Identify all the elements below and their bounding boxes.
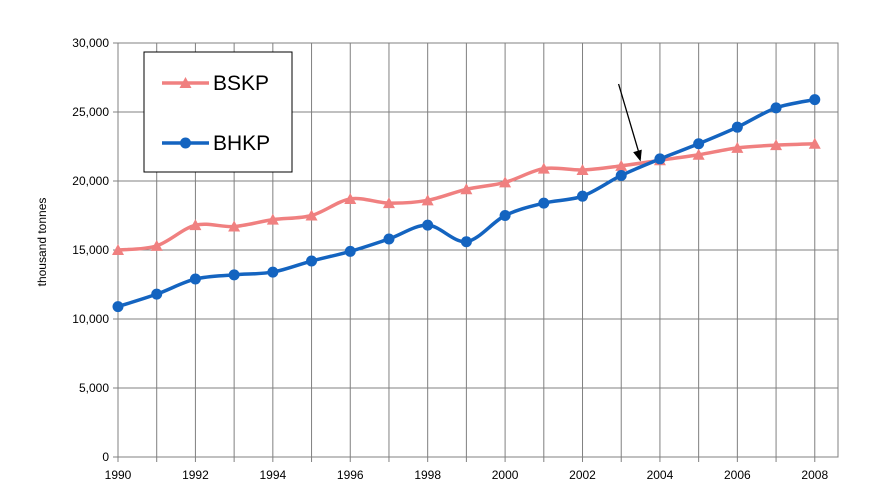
data-point-bhkp <box>189 273 201 285</box>
x-tick-label: 2008 <box>801 468 828 482</box>
axes: 0 5,000 10,000 15,000 20,000 25,000 30,000 1990… <box>72 36 828 482</box>
annotation-arrow-line <box>617 83 642 159</box>
x-tick-label: 1994 <box>259 468 286 482</box>
data-point-bskp <box>770 139 783 151</box>
annotation <box>617 83 642 162</box>
x-tick-label: 2000 <box>492 468 519 482</box>
x-tick-label: 2004 <box>647 468 674 482</box>
data-point-bskp <box>731 141 744 153</box>
y-tick-label: 25,000 <box>72 105 109 119</box>
series-layer <box>112 94 821 313</box>
legend-label: BHKP <box>213 132 270 155</box>
data-point-bskp <box>228 220 241 232</box>
data-point-bhkp <box>151 288 163 300</box>
x-tick-label: 1996 <box>337 468 364 482</box>
data-point-bskp <box>382 197 395 209</box>
data-point-bskp <box>460 183 473 195</box>
data-point-bskp <box>692 148 705 160</box>
data-point-bskp <box>615 159 628 171</box>
legend-marker-circle <box>180 137 191 149</box>
data-point-bhkp <box>577 190 589 202</box>
data-point-bhkp <box>460 236 472 248</box>
series-bskp <box>112 137 821 255</box>
x-tick-label: 1992 <box>182 468 209 482</box>
x-tick-label: 1990 <box>105 468 132 482</box>
data-point-bskp <box>305 209 318 221</box>
annotation-arrow-head <box>633 149 642 162</box>
data-point-bhkp <box>112 301 124 313</box>
legend-marker-triangle <box>179 77 192 88</box>
data-point-bskp <box>189 219 202 231</box>
data-point-bskp <box>808 137 821 149</box>
y-tick-label: 15,000 <box>72 243 109 257</box>
y-axis-title: thousand tonnes <box>35 198 49 287</box>
data-point-bhkp <box>422 219 434 231</box>
y-tick-label: 20,000 <box>72 174 109 188</box>
x-tick-label: 2002 <box>569 468 596 482</box>
data-point-bhkp <box>809 94 821 106</box>
legend-box <box>143 51 293 173</box>
data-point-bhkp <box>383 233 395 245</box>
data-point-bhkp <box>654 153 666 165</box>
data-point-bhkp <box>731 121 743 133</box>
data-point-bhkp <box>306 255 318 267</box>
data-point-bskp <box>150 239 163 251</box>
data-point-bskp <box>421 194 434 206</box>
legend-label: BSKP <box>213 72 269 95</box>
data-point-bhkp <box>499 210 511 221</box>
data-point-bhkp <box>228 269 240 281</box>
x-tick-label: 2006 <box>724 468 751 482</box>
data-point-bskp <box>537 162 550 174</box>
data-point-bhkp <box>770 102 782 114</box>
y-tick-label: 0 <box>102 450 109 464</box>
data-point-bhkp <box>344 245 356 257</box>
x-tick-label: 1998 <box>414 468 441 482</box>
data-point-bskp <box>576 163 589 175</box>
data-point-bskp <box>112 244 124 255</box>
y-tick-label: 5,000 <box>79 381 109 395</box>
y-tick-label: 10,000 <box>72 312 109 326</box>
data-point-bhkp <box>615 169 627 181</box>
series-bhkp <box>112 94 821 313</box>
data-point-bskp <box>499 176 512 188</box>
legend: BSKP BHKP <box>143 51 293 173</box>
data-point-bhkp <box>267 266 279 278</box>
data-point-bhkp <box>693 138 705 150</box>
data-point-bskp <box>266 213 279 225</box>
data-point-bskp <box>344 192 357 204</box>
data-point-bhkp <box>538 197 550 209</box>
y-tick-label: 30,000 <box>72 36 109 50</box>
